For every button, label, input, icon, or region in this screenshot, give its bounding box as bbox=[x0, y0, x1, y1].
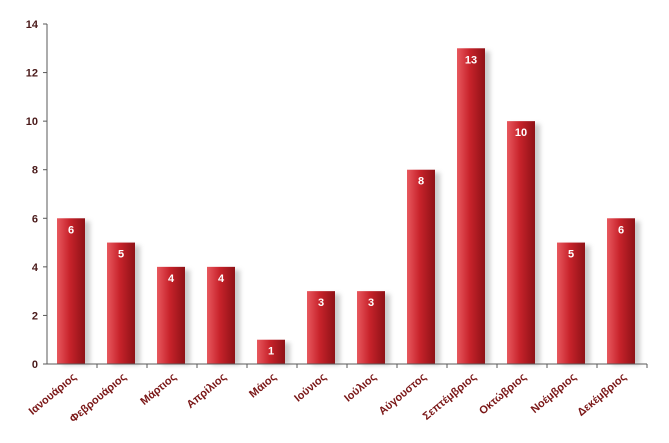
x-tick-label: Ιανουάριος bbox=[27, 371, 79, 418]
x-tick-label: Σεπτέμβριος bbox=[421, 371, 479, 423]
bar bbox=[307, 291, 335, 364]
bar bbox=[457, 48, 485, 365]
bars bbox=[57, 48, 635, 365]
data-label: 4 bbox=[218, 273, 225, 285]
x-tick-label: Δεκέμβριος bbox=[575, 371, 629, 419]
y-tick-label: 4 bbox=[32, 262, 39, 274]
data-label: 5 bbox=[568, 249, 574, 261]
data-label: 10 bbox=[515, 127, 527, 139]
y-tick-label: 2 bbox=[32, 310, 38, 322]
x-tick-label: Αύγουστος bbox=[377, 371, 429, 418]
bar bbox=[407, 169, 435, 364]
y-tick-label: 10 bbox=[26, 116, 38, 128]
y-tick-label: 8 bbox=[32, 165, 38, 177]
bar bbox=[607, 218, 635, 364]
bar bbox=[57, 218, 85, 364]
x-tick-label: Μάιος bbox=[247, 371, 279, 401]
bar bbox=[107, 242, 135, 364]
bar bbox=[507, 121, 535, 365]
data-label: 3 bbox=[318, 297, 324, 309]
bar bbox=[357, 291, 385, 364]
x-tick-label: Ιούλιος bbox=[342, 371, 379, 405]
y-tick-label: 12 bbox=[26, 68, 38, 80]
data-label: 13 bbox=[465, 54, 477, 66]
bar-shadows bbox=[62, 51, 640, 366]
data-label: 1 bbox=[268, 346, 274, 358]
bar bbox=[257, 339, 285, 364]
y-axis: 0 2 4 6 8 10 12 14 bbox=[26, 19, 48, 371]
y-tick-label: 0 bbox=[32, 359, 38, 371]
y-tick-label: 6 bbox=[32, 213, 38, 225]
x-tick-label: Μάρτιος bbox=[138, 371, 179, 408]
data-label: 6 bbox=[618, 224, 624, 236]
data-label: 5 bbox=[118, 249, 124, 261]
bar bbox=[557, 242, 585, 364]
data-label: 4 bbox=[168, 273, 175, 285]
x-tick-label: Ιούνιος bbox=[292, 371, 329, 405]
bar bbox=[207, 266, 235, 364]
data-label: 6 bbox=[68, 224, 74, 236]
bar bbox=[157, 266, 185, 364]
data-label: 3 bbox=[368, 297, 374, 309]
data-label: 8 bbox=[418, 176, 424, 188]
x-tick-label: Νοέμβριος bbox=[529, 371, 579, 416]
x-tick-label: Απρίλιος bbox=[185, 371, 230, 411]
x-tick-label: Οκτώβριος bbox=[477, 371, 529, 417]
y-tick-label: 14 bbox=[26, 19, 39, 31]
